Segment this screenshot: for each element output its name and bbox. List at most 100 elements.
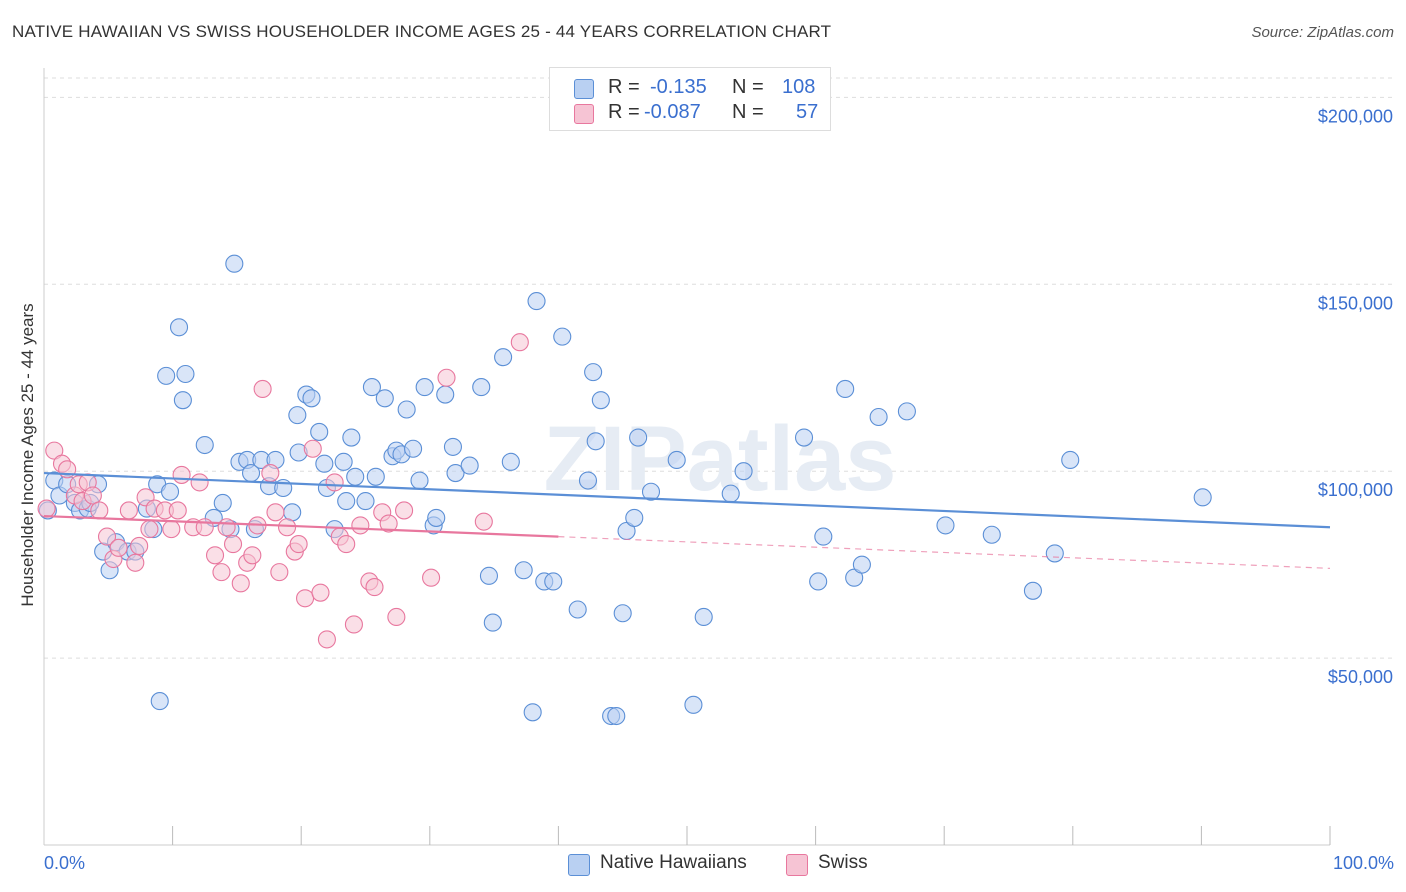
legend-r-label: R = <box>608 101 640 123</box>
swiss-point <box>223 535 243 554</box>
native-hawaiians-point <box>527 292 546 311</box>
swiss-point <box>344 615 363 634</box>
swiss-trend-line-dashed <box>558 536 1331 569</box>
native-hawaiians-point <box>472 378 491 397</box>
native-hawaiians-point <box>836 379 855 399</box>
native-hawaiians-point <box>225 254 244 273</box>
native-hawaiians-point <box>852 555 871 574</box>
native-hawaiians-point <box>982 525 1001 544</box>
native-hawaiians-point <box>436 385 455 404</box>
native-hawaiians-point <box>460 456 479 475</box>
swiss-point <box>289 535 308 554</box>
swiss-point <box>317 630 336 649</box>
native-hawaiians-point <box>160 482 180 501</box>
swiss-point <box>253 379 272 399</box>
y-tick-label: $200,000 <box>1318 106 1393 126</box>
native-hawaiians-point <box>586 432 605 451</box>
native-hawaiians-point <box>734 462 753 481</box>
y-tick-label: $150,000 <box>1318 293 1393 313</box>
swiss-point <box>190 473 209 492</box>
native-hawaiians-point <box>1061 450 1080 470</box>
native-hawaiians-point <box>613 604 632 623</box>
y-tick-labels: $50,000 $100,000 $150,000 $200,000 <box>1318 106 1393 687</box>
swiss-point <box>270 563 289 582</box>
native-hawaiians-point <box>667 450 686 470</box>
native-hawaiians-point <box>427 508 446 527</box>
native-hawaiians-point <box>501 452 520 471</box>
native-hawaiians-point <box>591 391 610 410</box>
swiss-point <box>325 473 344 492</box>
source-label: Source: ZipAtlas.com <box>1251 24 1394 41</box>
native-hawaiians-point <box>302 389 321 408</box>
swiss-point <box>261 464 280 483</box>
native-hawaiians-point <box>553 327 572 346</box>
swiss-point <box>97 527 117 546</box>
swiss-point <box>140 520 159 539</box>
swiss-trend-line <box>43 514 559 538</box>
swiss-point <box>243 546 262 565</box>
watermark: ZIPatlas <box>544 408 897 510</box>
native-hawaiians-point <box>213 493 232 513</box>
swiss-point <box>109 538 128 557</box>
native-hawaiians-point <box>415 378 434 397</box>
legend-r-value: -0.087 <box>644 101 701 123</box>
swiss-point <box>37 499 56 518</box>
y-tick-label: $100,000 <box>1318 480 1393 500</box>
native-hawaiians-point <box>342 428 361 447</box>
swiss-point <box>351 516 370 535</box>
native-hawaiians-point <box>897 402 916 421</box>
swiss-point <box>387 607 406 627</box>
legend-r-value: -0.135 <box>650 76 707 98</box>
swiss-point <box>231 574 250 593</box>
swiss-point <box>266 503 285 522</box>
swiss-point <box>172 465 191 484</box>
swiss-point <box>126 553 145 572</box>
native-hawaiians-point <box>150 692 169 711</box>
native-hawaiians-point <box>337 492 356 511</box>
native-hawaiians-point <box>404 439 423 458</box>
swiss-point <box>205 546 225 565</box>
swiss-point <box>217 518 236 537</box>
native-hawaiians-point <box>1023 581 1042 600</box>
native-hawaiians-point <box>814 527 833 546</box>
native-hawaiians-point <box>366 467 385 486</box>
swiss-point <box>162 520 181 539</box>
native-hawaiians-point <box>397 400 416 419</box>
native-hawaiians-point <box>310 422 329 441</box>
swiss-point <box>510 333 529 352</box>
correlation-legend: R = -0.135 N = 108 R = -0.087 N = 57 <box>549 67 831 131</box>
trend-layer <box>43 471 1331 569</box>
native-hawaiians-point <box>514 561 533 580</box>
native-hawaiians-point <box>641 482 661 501</box>
native-hawaiians-point <box>607 706 626 726</box>
native-hawaiians-point <box>523 703 542 722</box>
native-hawaiians-point <box>176 364 195 384</box>
x-tick-label-max: 100.0% <box>1332 853 1394 873</box>
legend-n-label: N = <box>732 76 764 98</box>
legend-swatch-pink <box>574 104 594 124</box>
legend-r-label: R = <box>608 76 640 98</box>
native-hawaiians-point <box>584 363 603 382</box>
swiss-point <box>83 486 102 505</box>
legend-swatch-pink <box>786 854 808 876</box>
native-hawaiians-point <box>1045 544 1064 563</box>
native-hawaiians-point <box>869 407 888 427</box>
legend-n-value: 57 <box>796 101 819 123</box>
legend-swatch-blue <box>574 79 594 99</box>
legend-n-label: N = <box>732 101 764 123</box>
native-hawaiians-point <box>629 428 648 447</box>
native-hawaiians-point <box>173 391 192 410</box>
y-tick-label: $50,000 <box>1328 667 1393 687</box>
chart-title: NATIVE HAWAIIAN VS SWISS HOUSEHOLDER INC… <box>12 22 832 41</box>
legend-swatch-blue <box>568 854 590 876</box>
legend-n-value: 108 <box>782 76 816 98</box>
native-hawaiians-point <box>684 695 703 714</box>
swiss-point <box>212 563 231 582</box>
native-hawaiians-point <box>1193 488 1212 507</box>
native-hawaiians-point <box>494 348 513 367</box>
native-hawaiians-point <box>195 435 214 455</box>
legend-label: Native Hawaiians <box>600 852 747 873</box>
native-hawaiians-point <box>694 607 713 627</box>
native-hawaiians-point <box>334 452 353 471</box>
native-hawaiians-point <box>356 492 375 511</box>
